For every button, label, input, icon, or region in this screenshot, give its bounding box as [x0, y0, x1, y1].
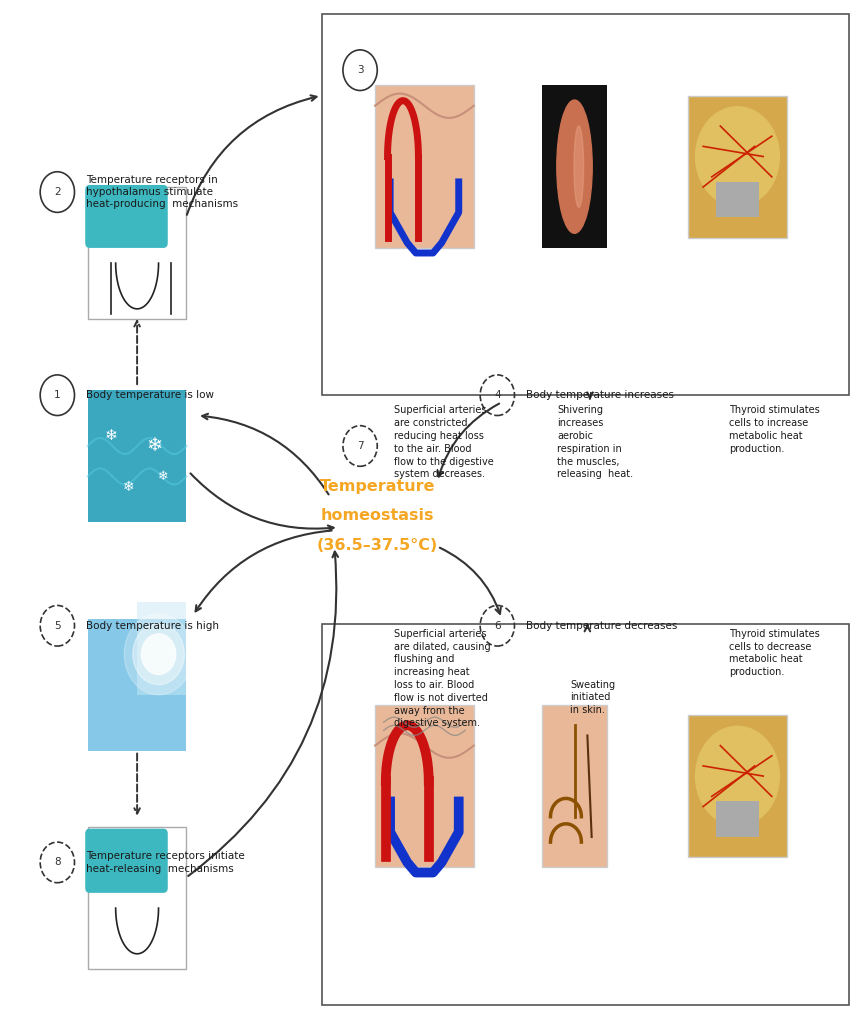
Text: (36.5–37.5°C): (36.5–37.5°C) [317, 538, 438, 553]
FancyBboxPatch shape [87, 618, 186, 751]
FancyBboxPatch shape [716, 182, 759, 217]
Ellipse shape [574, 126, 584, 207]
Text: Body temperature increases: Body temperature increases [526, 390, 674, 400]
FancyBboxPatch shape [87, 826, 186, 969]
Text: Temperature receptors initiate
heat-releasing  mechanisms: Temperature receptors initiate heat-rele… [86, 851, 244, 873]
Text: 8: 8 [54, 857, 61, 867]
Text: Temperature: Temperature [320, 479, 435, 495]
Text: Body temperature is high: Body temperature is high [86, 621, 218, 631]
FancyBboxPatch shape [688, 95, 787, 238]
Text: Temperature receptors in
hypothalamus stimulate
heat-producing  mechanisms: Temperature receptors in hypothalamus st… [86, 175, 238, 210]
FancyBboxPatch shape [542, 705, 607, 867]
Ellipse shape [695, 106, 779, 206]
Circle shape [124, 613, 193, 695]
Text: ❄: ❄ [158, 470, 168, 483]
Text: 4: 4 [494, 390, 501, 400]
FancyBboxPatch shape [85, 185, 168, 248]
Text: 1: 1 [54, 390, 61, 400]
FancyBboxPatch shape [321, 14, 849, 395]
Text: 3: 3 [357, 66, 364, 75]
Circle shape [132, 624, 184, 685]
FancyBboxPatch shape [542, 85, 607, 248]
Text: 7: 7 [357, 441, 364, 451]
FancyBboxPatch shape [716, 802, 759, 837]
Ellipse shape [695, 726, 779, 825]
FancyBboxPatch shape [137, 602, 186, 695]
FancyBboxPatch shape [375, 705, 474, 867]
Circle shape [141, 634, 176, 675]
Text: ❄: ❄ [105, 428, 118, 443]
Text: ❄: ❄ [146, 436, 163, 456]
Text: ❄: ❄ [123, 479, 134, 494]
FancyBboxPatch shape [87, 390, 186, 522]
Text: 6: 6 [494, 621, 501, 631]
Text: Body temperature decreases: Body temperature decreases [526, 621, 677, 631]
FancyBboxPatch shape [688, 715, 787, 857]
Text: Shivering
increases
aerobic
respiration in
the muscles,
releasing  heat.: Shivering increases aerobic respiration … [558, 406, 634, 479]
Text: Body temperature is low: Body temperature is low [86, 390, 214, 400]
Text: Thyroid stimulates
cells to decrease
metabolic heat
production.: Thyroid stimulates cells to decrease met… [729, 629, 819, 677]
FancyBboxPatch shape [87, 187, 186, 319]
Text: 2: 2 [54, 187, 61, 197]
Text: 5: 5 [54, 621, 61, 631]
Text: homeostasis: homeostasis [320, 508, 434, 522]
Text: Superficial arteries
are dilated, causing
flushing and
increasing heat
loss to a: Superficial arteries are dilated, causin… [394, 629, 491, 728]
FancyBboxPatch shape [321, 624, 849, 1005]
FancyBboxPatch shape [85, 828, 168, 893]
Text: Thyroid stimulates
cells to increase
metabolic heat
production.: Thyroid stimulates cells to increase met… [729, 406, 819, 454]
Text: Superficial arteries
are constricted,
reducing heat loss
to the air. Blood
flow : Superficial arteries are constricted, re… [394, 406, 494, 479]
FancyBboxPatch shape [375, 85, 474, 248]
Ellipse shape [557, 100, 592, 233]
Text: Sweating
initiated
in skin.: Sweating initiated in skin. [570, 680, 616, 715]
